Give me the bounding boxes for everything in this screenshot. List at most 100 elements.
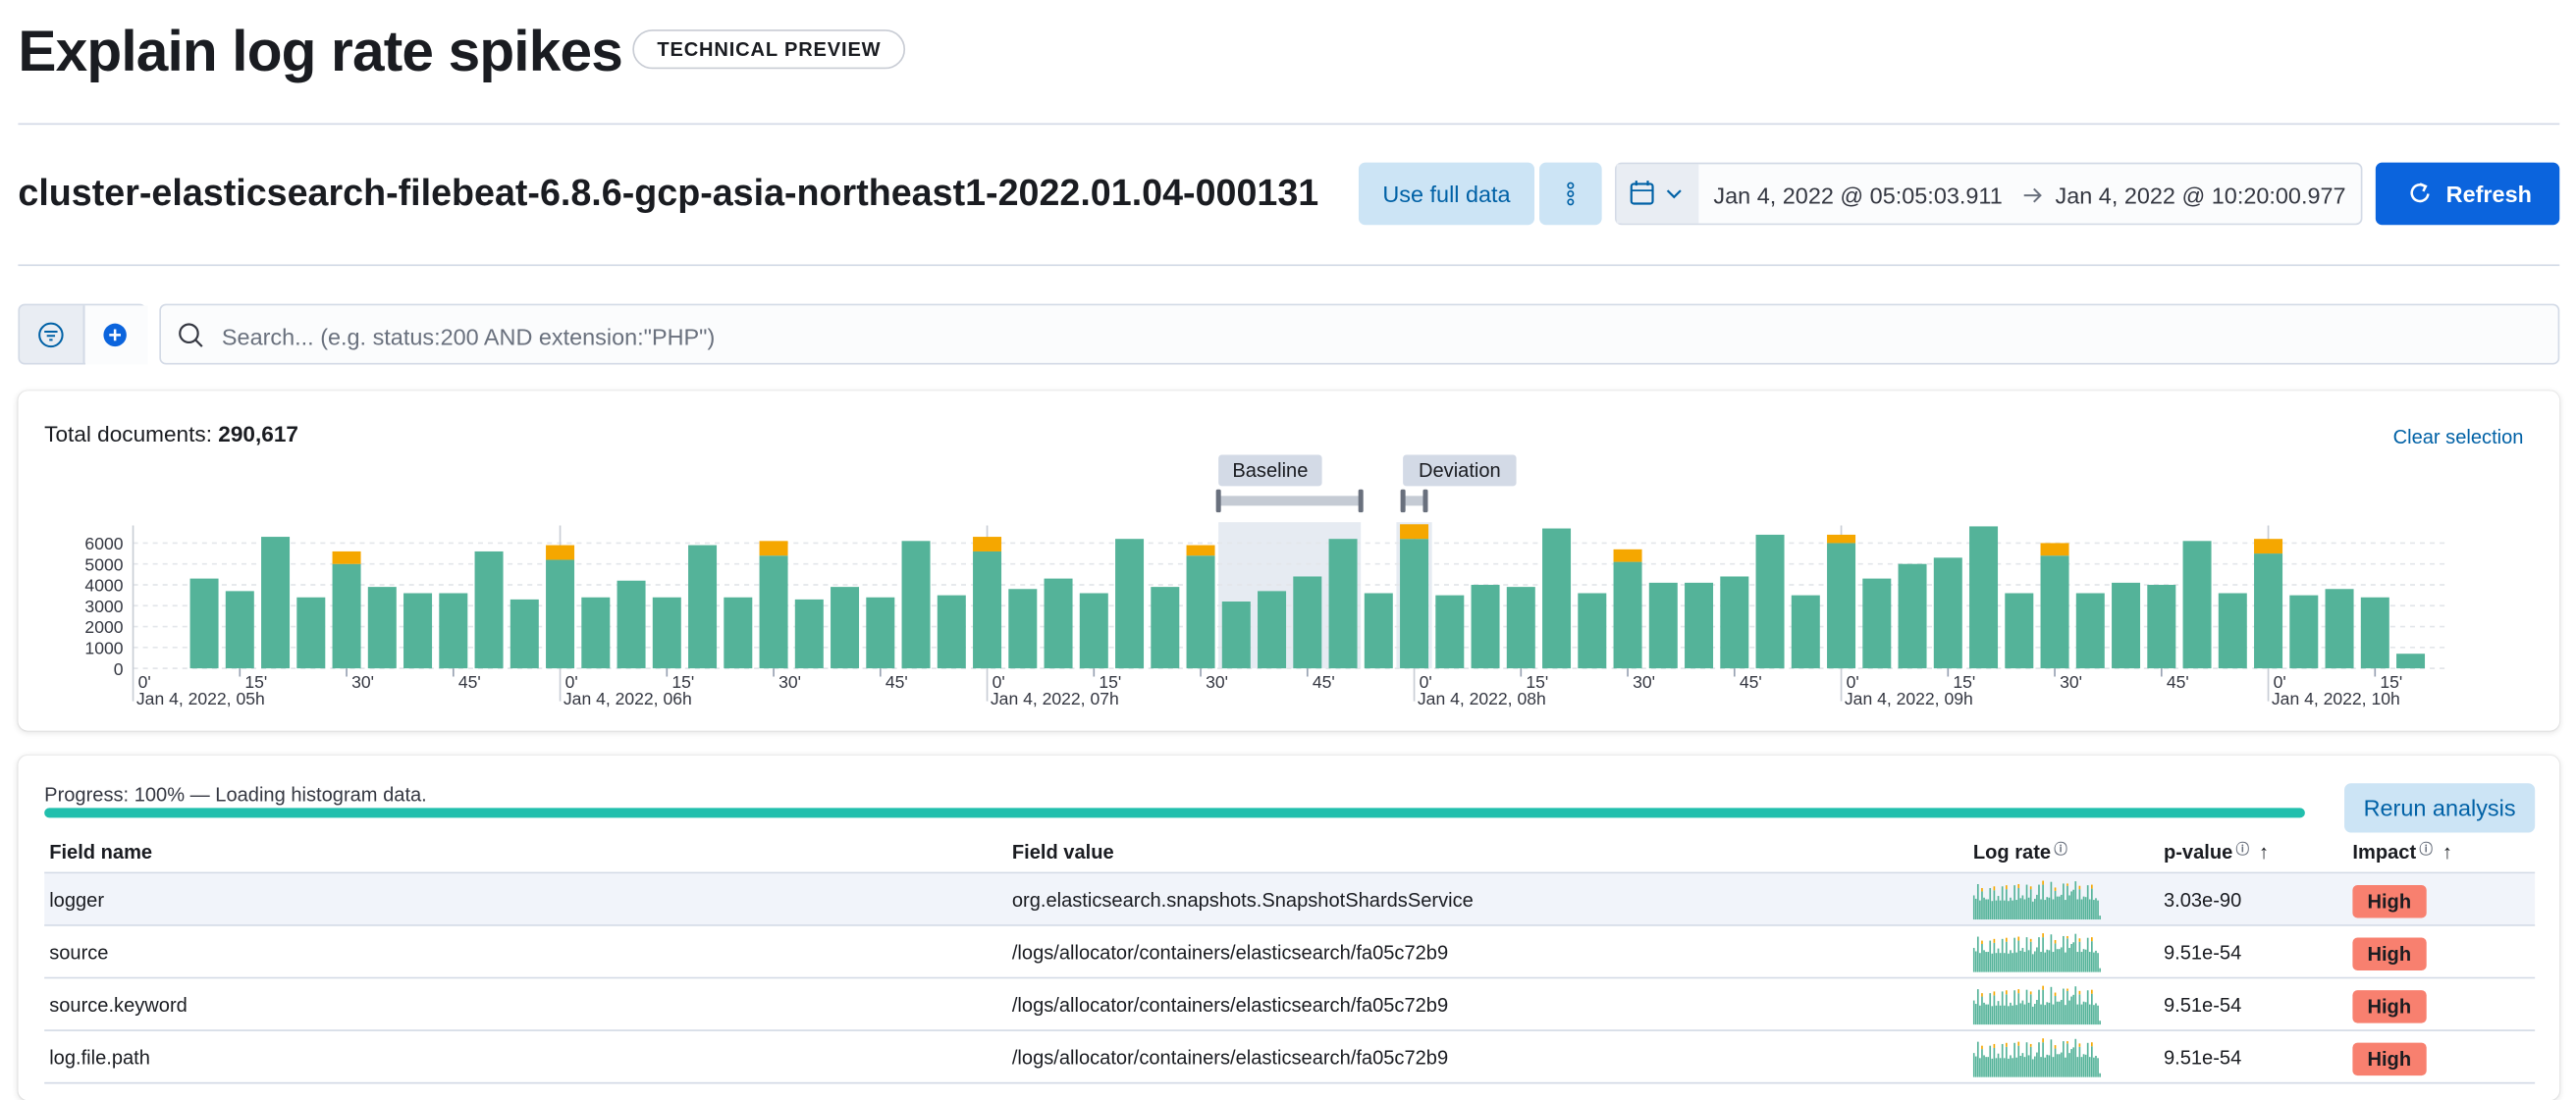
sparkline-bar	[2042, 880, 2044, 885]
sparkline-bar	[1983, 1002, 1985, 1025]
sparkline-bar	[2068, 948, 2070, 972]
bar	[1115, 539, 1145, 669]
bar	[1827, 543, 1856, 669]
x-tick-label: 0'	[2274, 672, 2286, 692]
x-tick-label: 15'	[1526, 672, 1548, 692]
bar	[261, 537, 291, 669]
clear-selection[interactable]: Clear selection	[2392, 425, 2524, 448]
bar	[1933, 557, 1962, 669]
sparkline-bar	[2038, 989, 2040, 1025]
sparkline-bar	[2052, 1004, 2055, 1025]
sort-arrow: ↑	[2259, 840, 2270, 864]
sparkline-bar	[1972, 1000, 1975, 1025]
bar	[937, 595, 966, 669]
search-bar[interactable]: Search... (e.g. status:200 AND extension…	[159, 303, 2560, 365]
x-tick-label: 45'	[1313, 672, 1335, 692]
sparkline-bar	[2029, 886, 2032, 890]
bar	[1471, 584, 1500, 669]
sparkline-bar	[2084, 897, 2087, 920]
sparkline-bar	[2013, 885, 2015, 920]
bar	[617, 580, 646, 669]
sparkline-bar	[2023, 1057, 2026, 1077]
sparkline-bar	[2078, 990, 2081, 995]
sparkline-bar	[2038, 937, 2040, 972]
use-full-data-button[interactable]: Use full data	[1358, 162, 1535, 226]
sparkline-bar	[2091, 1042, 2093, 1047]
sparkline-bar	[2058, 1054, 2061, 1077]
sparkline-bar	[1985, 1004, 1987, 1025]
x-tick-label: 15'	[2380, 672, 2402, 692]
sparkline-bar	[2086, 885, 2089, 920]
sparkline-bar	[2013, 937, 2015, 972]
info-icon: ⓘ	[2419, 842, 2433, 858]
sparkline-bar	[1995, 1005, 1998, 1025]
sparkline-bar	[2060, 894, 2063, 920]
refresh-icon	[2410, 183, 2430, 203]
sparkline-bar	[1991, 901, 1994, 920]
bar	[759, 541, 788, 556]
sparkline-bar	[2001, 991, 2004, 1025]
sparkline-bar	[1979, 900, 1981, 920]
sparkline-bar	[2029, 941, 2032, 972]
filter-icons[interactable]	[20, 305, 148, 365]
sparkline-bar	[2093, 900, 2095, 920]
sparkline-bar	[1993, 995, 1996, 1025]
bar	[759, 555, 788, 669]
sparkline-bar	[2054, 995, 2057, 1025]
bar	[2254, 553, 2283, 669]
column-header: Log rate ⓘ	[1972, 840, 2067, 864]
sparkline-bar	[2080, 1057, 2083, 1077]
sparkline-bar	[2010, 897, 2012, 920]
refresh-label: Refresh	[2445, 181, 2532, 207]
sparkline-bar	[1987, 1004, 1989, 1025]
sparkline-bar	[2066, 990, 2068, 1025]
sparkline-bar	[2054, 890, 2057, 920]
rerun-button[interactable]: Rerun analysis	[2344, 783, 2536, 833]
sparkline-bar	[2078, 889, 2081, 920]
x-tick-label: 45'	[458, 672, 481, 692]
refresh-button[interactable]: Refresh	[2375, 162, 2560, 226]
deviation-tag	[1403, 454, 1517, 487]
sparkline-bar	[2048, 897, 2051, 920]
x-tick-label: 45'	[886, 672, 908, 692]
options-button[interactable]	[1539, 162, 1602, 226]
divider	[18, 264, 2560, 267]
bar	[1898, 563, 1927, 669]
sparkline-bar	[2017, 993, 2020, 1025]
date-picker[interactable]: Jan 4, 2022 @ 05:05:03.911 Jan 4, 2022 @…	[1615, 162, 2363, 226]
sparkline-bar	[2001, 886, 2004, 920]
sparkline-bar	[2017, 940, 2020, 972]
end-date[interactable]: Jan 4, 2022 @ 10:20:00.977	[2055, 182, 2346, 209]
sparkline-bar	[2063, 935, 2065, 972]
sparkline-bar	[1985, 899, 1987, 920]
quick-menu[interactable]	[1616, 164, 1699, 224]
filter-group	[18, 303, 148, 365]
start-date[interactable]: Jan 4, 2022 @ 05:05:03.911	[1713, 182, 2003, 209]
sparkline-bar	[2027, 950, 2030, 972]
column-header: p-value ⓘ ↑	[2163, 840, 2270, 864]
sparkline-bar	[1995, 900, 1998, 920]
log-rate-sparkline	[1972, 985, 2101, 1025]
sparkline-bar	[1993, 1043, 1996, 1048]
sparkline-bar	[2060, 999, 2063, 1025]
sparkline-bar	[2052, 899, 2055, 920]
sparkline-bar	[2088, 1004, 2091, 1025]
sparkline-bar	[2015, 900, 2018, 920]
sparkline-bar	[2001, 938, 2004, 972]
sparkline-bar	[1981, 888, 1983, 892]
sparkline-bar	[2072, 942, 2075, 972]
sparkline-bar	[2033, 898, 2036, 920]
bar	[510, 599, 539, 669]
sparkline-bar	[2042, 937, 2044, 972]
sparkline-bar	[2017, 1045, 2020, 1077]
sparkline-bar	[2080, 952, 2083, 972]
p-value: 9.51e-54	[2163, 993, 2242, 1017]
progress-fill	[44, 808, 2305, 818]
p-value: 9.51e-54	[2163, 940, 2242, 965]
sparkline-bar	[2042, 884, 2044, 920]
bar	[1720, 576, 1749, 669]
sparkline-bar	[1993, 886, 1996, 891]
sparkline-bar	[2052, 1057, 2055, 1077]
sparkline-bar	[2088, 899, 2091, 920]
x-tick-label: 45'	[2167, 672, 2189, 692]
